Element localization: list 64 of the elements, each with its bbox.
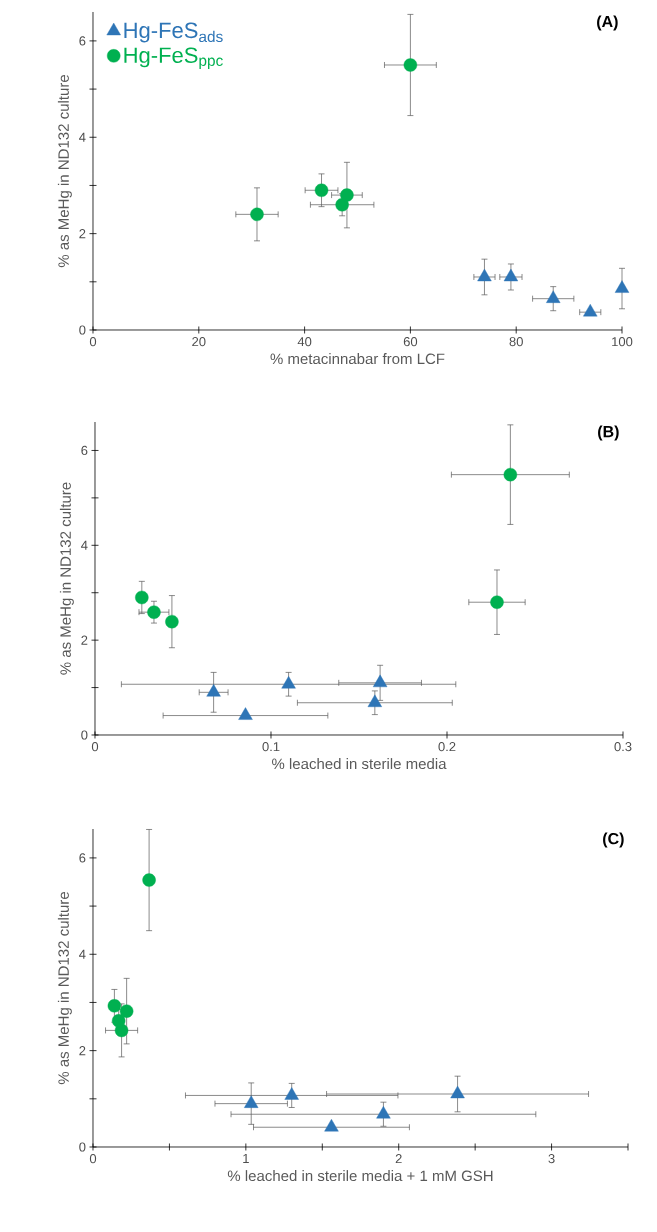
point <box>450 1085 465 1099</box>
x-tick-label: 0.1 <box>262 742 280 752</box>
x-axis-title: % leached in sterile media + 1 mM GSH <box>227 1170 493 1182</box>
point <box>165 614 179 629</box>
legend-label: Hg-FeS$_{ads}$ <box>124 22 223 43</box>
point <box>583 303 598 317</box>
y-tick-label: 2 <box>79 229 86 239</box>
point <box>135 590 149 605</box>
point <box>238 707 253 720</box>
point <box>372 674 388 688</box>
x-axis-title: % leached in sterile media <box>271 758 447 770</box>
y-axis-title: % as MeHg in ND132 culture <box>59 482 74 675</box>
y-axis-title: % as MeHg in ND132 culture <box>57 74 72 268</box>
y-tick-label: 0 <box>81 730 88 740</box>
x-tick-label: 0 <box>89 337 97 347</box>
point <box>284 1087 299 1100</box>
point <box>546 290 561 303</box>
x-tick-label: 0 <box>91 742 99 752</box>
point <box>250 207 264 222</box>
y-tick-label: 6 <box>81 445 88 456</box>
y-tick-label: 4 <box>81 540 88 550</box>
y-tick-label: 4 <box>79 132 86 142</box>
point <box>367 694 382 707</box>
y-tick-label: 2 <box>81 635 88 645</box>
x-tick-label: 60 <box>403 337 418 347</box>
point <box>376 1106 391 1119</box>
point <box>403 58 418 72</box>
x-tick-label: 3 <box>548 1154 555 1164</box>
point <box>244 1095 259 1108</box>
y-axis-title: % as MeHg in ND132 culture <box>57 892 72 1085</box>
point <box>340 188 354 202</box>
y-tick-label: 0 <box>79 1142 86 1152</box>
x-tick-label: 20 <box>192 337 206 347</box>
point <box>147 605 161 619</box>
y-tick-label: 6 <box>79 36 86 46</box>
point <box>281 676 296 689</box>
point <box>614 280 630 293</box>
x-tick-label: 100 <box>612 337 633 347</box>
y-tick-label: 2 <box>79 1046 86 1056</box>
point <box>324 1119 339 1132</box>
x-tick-label: 0 <box>89 1154 97 1164</box>
point <box>142 873 156 887</box>
point <box>107 999 122 1013</box>
x-axis-title: % metacinnabar from LCF <box>270 353 445 365</box>
annotation: (A) <box>597 15 618 31</box>
x-tick-label: 2 <box>395 1154 402 1164</box>
point <box>119 1004 134 1018</box>
y-tick-label: 6 <box>79 853 86 863</box>
point <box>503 268 519 282</box>
point <box>111 1014 126 1028</box>
y-tick-label: 0 <box>79 325 86 335</box>
point <box>477 268 492 282</box>
y-tick-label: 4 <box>79 949 86 959</box>
x-tick-label: 0.2 <box>438 742 456 752</box>
x-tick-label: 80 <box>509 337 523 347</box>
annotation: (B) <box>598 425 619 441</box>
legend-label: Hg-FeS$_{ppc}$ <box>124 47 223 70</box>
x-tick-label: 0.3 <box>614 742 632 752</box>
x-tick-label: 40 <box>297 337 312 347</box>
point <box>206 684 221 697</box>
annotation: (C) <box>603 832 624 848</box>
point <box>314 183 329 197</box>
x-tick-label: 1 <box>243 1154 249 1163</box>
point <box>490 595 504 609</box>
